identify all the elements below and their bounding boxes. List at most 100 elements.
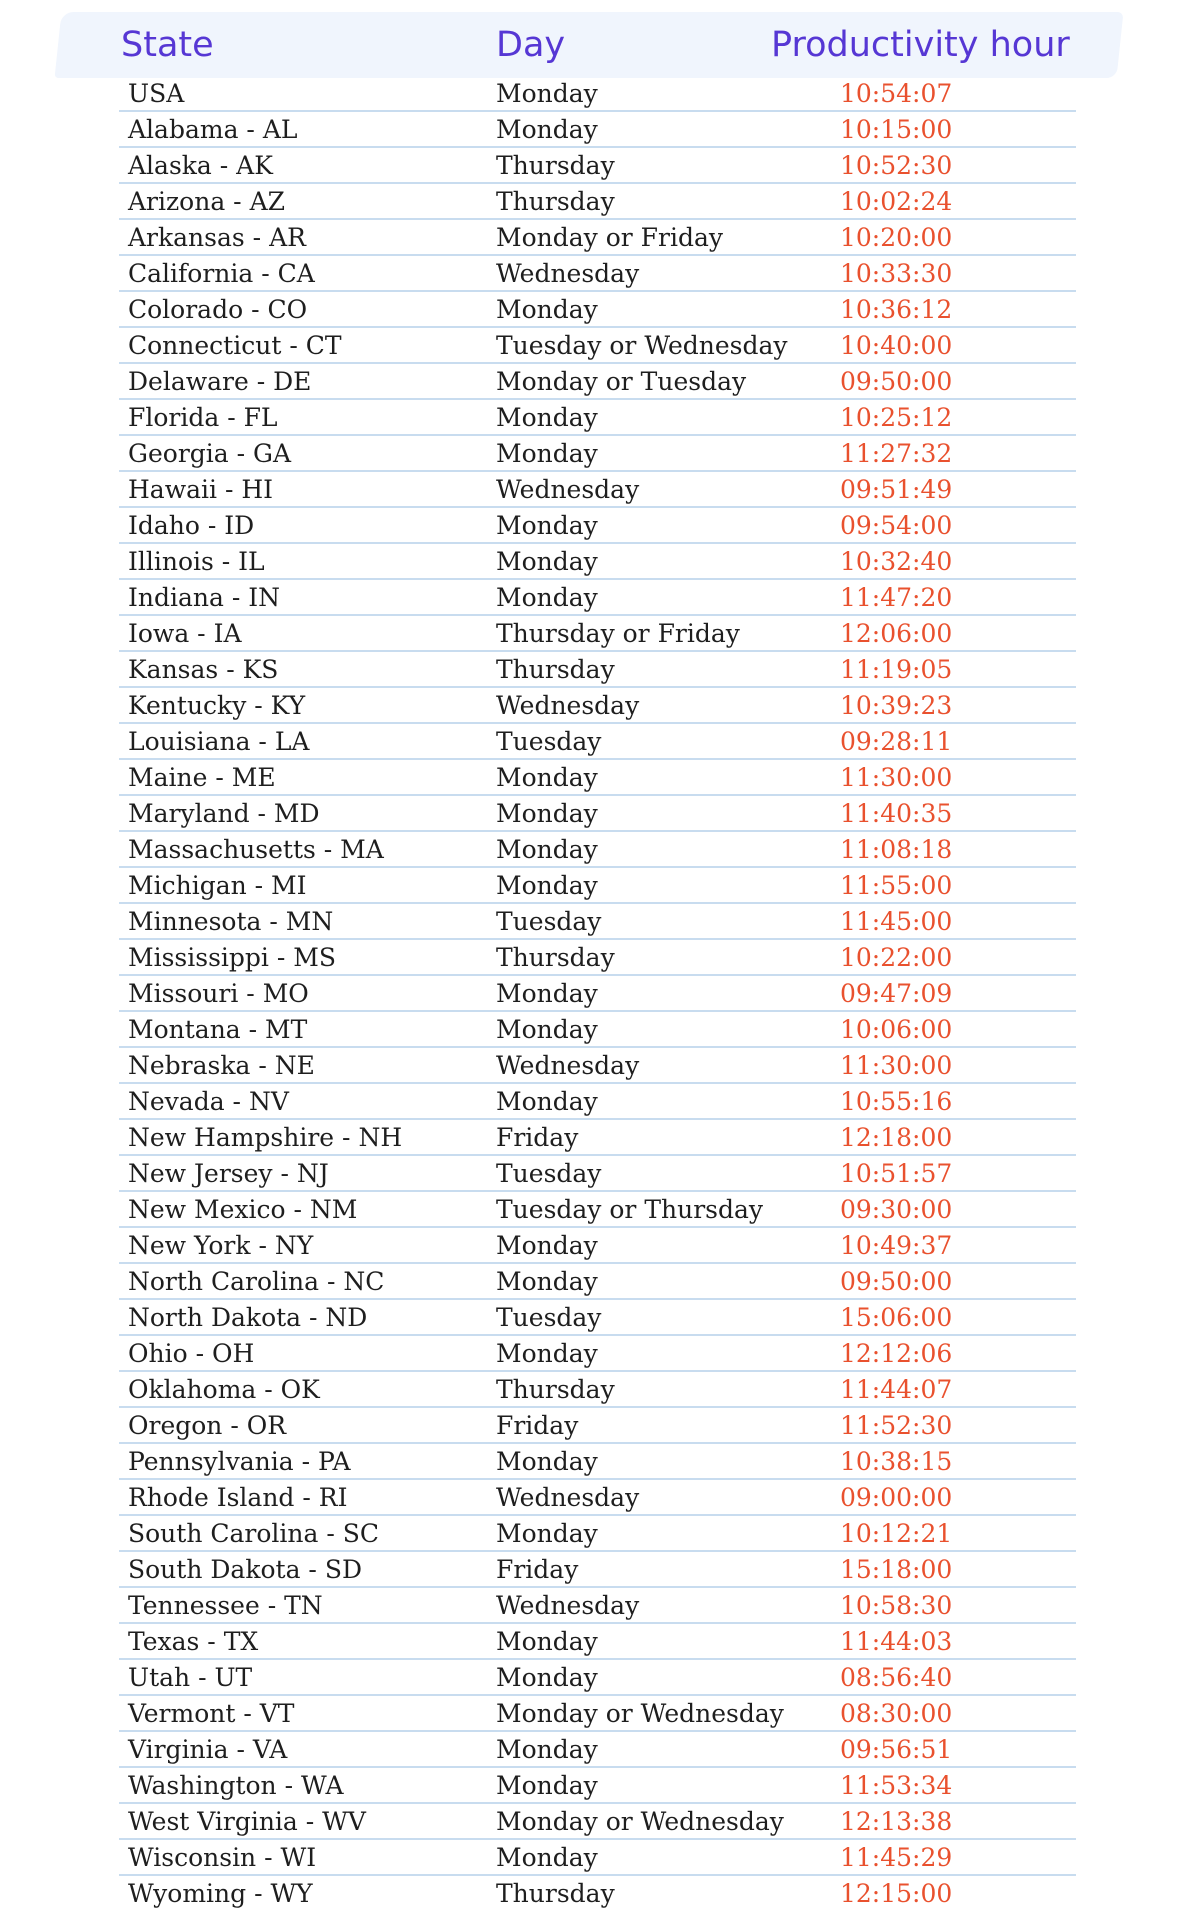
productivity-hour-cell: 10:51:57 (840, 1159, 953, 1188)
productivity-hour-cell: 11:40:35 (840, 799, 953, 828)
productivity-hour-cell: 11:55:00 (840, 871, 953, 900)
table-row: Georgia - GA Monday 11:27:32 (0, 436, 1200, 472)
table-row: Wyoming - WY Thursday 12:15:00 (0, 1876, 1200, 1912)
table-row: North Carolina - NC Monday 09:50:00 (0, 1264, 1200, 1300)
productivity-hour-cell: 10:38:15 (840, 1447, 953, 1476)
table-row: Alaska - AK Thursday 10:52:30 (0, 148, 1200, 184)
day-cell: Monday (496, 835, 598, 864)
day-cell: Thursday (496, 943, 615, 972)
productivity-hour-cell: 10:06:00 (840, 1015, 953, 1044)
state-cell: Delaware - DE (128, 367, 312, 396)
state-cell: Nevada - NV (128, 1087, 289, 1116)
day-cell: Monday (496, 1843, 598, 1872)
state-cell: Vermont - VT (128, 1699, 295, 1728)
state-cell: Missouri - MO (128, 979, 309, 1008)
day-cell: Monday (496, 1015, 598, 1044)
table-row: Wisconsin - WI Monday 11:45:29 (0, 1840, 1200, 1876)
day-cell: Monday (496, 295, 598, 324)
state-cell: South Dakota - SD (128, 1555, 362, 1584)
state-cell: USA (128, 79, 185, 108)
productivity-hour-cell: 11:27:32 (840, 439, 953, 468)
day-cell: Monday (496, 403, 598, 432)
productivity-hour-cell: 12:12:06 (840, 1339, 953, 1368)
productivity-hour-cell: 10:20:00 (840, 223, 953, 252)
day-cell: Monday (496, 79, 598, 108)
day-cell: Thursday (496, 1375, 615, 1404)
column-header-productivity-hour: Productivity hour (771, 25, 1070, 65)
state-cell: Wisconsin - WI (128, 1843, 317, 1872)
productivity-hour-cell: 10:15:00 (840, 115, 953, 144)
table-row: Connecticut - CT Tuesday or Wednesday 10:4… (0, 328, 1200, 364)
productivity-hour-cell: 11:19:05 (840, 655, 953, 684)
day-cell: Monday (496, 1735, 598, 1764)
productivity-hour-cell: 11:30:00 (840, 1051, 953, 1080)
state-cell: Alaska - AK (128, 151, 273, 180)
table-row: Oregon - OR Friday 11:52:30 (0, 1408, 1200, 1444)
state-cell: New Hampshire - NH (128, 1123, 403, 1152)
day-cell: Friday (496, 1555, 579, 1584)
day-cell: Monday (496, 1267, 598, 1296)
productivity-hour-cell: 15:06:00 (840, 1303, 953, 1332)
productivity-hour-cell: 09:50:00 (840, 1267, 953, 1296)
state-cell: California - CA (128, 259, 315, 288)
productivity-hour-cell: 11:30:00 (840, 763, 953, 792)
productivity-hour-cell: 09:50:00 (840, 367, 953, 396)
state-cell: Illinois - IL (128, 547, 265, 576)
state-cell: Kansas - KS (128, 655, 279, 684)
productivity-hour-cell: 10:32:40 (840, 547, 953, 576)
state-cell: New York - NY (128, 1231, 314, 1260)
state-cell: North Dakota - ND (128, 1303, 368, 1332)
state-cell: Utah - UT (128, 1663, 253, 1692)
day-cell: Monday (496, 1231, 598, 1260)
day-cell: Monday (496, 1771, 598, 1800)
table-row: Massachusetts - MA Monday 11:08:18 (0, 832, 1200, 868)
table-row: Kansas - KS Thursday 11:19:05 (0, 652, 1200, 688)
day-cell: Tuesday (496, 1159, 602, 1188)
state-cell: Washington - WA (128, 1771, 344, 1800)
day-cell: Monday or Wednesday (496, 1699, 784, 1728)
productivity-hour-cell: 09:56:51 (840, 1735, 953, 1764)
day-cell: Tuesday or Thursday (496, 1195, 764, 1224)
day-cell: Monday (496, 583, 598, 612)
productivity-hour-cell: 08:56:40 (840, 1663, 953, 1692)
table-row: Louisiana - LA Tuesday 09:28:11 (0, 724, 1200, 760)
productivity-hour-cell: 11:44:07 (840, 1375, 953, 1404)
day-cell: Monday (496, 1339, 598, 1368)
day-cell: Monday (496, 1663, 598, 1692)
productivity-hour-cell: 12:18:00 (840, 1123, 953, 1152)
day-cell: Monday (496, 1447, 598, 1476)
day-cell: Monday (496, 511, 598, 540)
state-cell: Alabama - AL (128, 115, 298, 144)
day-cell: Friday (496, 1411, 579, 1440)
day-cell: Thursday (496, 1879, 615, 1908)
state-cell: New Mexico - NM (128, 1195, 358, 1224)
productivity-hour-cell: 11:44:03 (840, 1627, 953, 1656)
table-row: Mississippi - MS Thursday 10:22:00 (0, 940, 1200, 976)
state-cell: Ohio - OH (128, 1339, 255, 1368)
productivity-hour-cell: 10:55:16 (840, 1087, 953, 1116)
state-cell: Virginia - VA (128, 1735, 288, 1764)
productivity-hour-cell: 10:02:24 (840, 187, 953, 216)
state-cell: Oklahoma - OK (128, 1375, 320, 1404)
column-header-state: State (121, 25, 214, 65)
day-cell: Friday (496, 1123, 579, 1152)
state-cell: Georgia - GA (128, 439, 292, 468)
table-row: Nevada - NV Monday 10:55:16 (0, 1084, 1200, 1120)
day-cell: Monday (496, 763, 598, 792)
table-row: New Jersey - NJ Tuesday 10:51:57 (0, 1156, 1200, 1192)
table-row: Arkansas - AR Monday or Friday 10:20:00 (0, 220, 1200, 256)
day-cell: Monday or Friday (496, 223, 724, 252)
table-row: South Carolina - SC Monday 10:12:21 (0, 1516, 1200, 1552)
table-row: New Hampshire - NH Friday 12:18:00 (0, 1120, 1200, 1156)
state-cell: Minnesota - MN (128, 907, 334, 936)
table-row: Iowa - IA Thursday or Friday 12:06:00 (0, 616, 1200, 652)
table-row: Nebraska - NE Wednesday 11:30:00 (0, 1048, 1200, 1084)
table-row: Arizona - AZ Thursday 10:02:24 (0, 184, 1200, 220)
state-cell: Rhode Island - RI (128, 1483, 348, 1512)
day-cell: Wednesday (496, 259, 640, 288)
state-cell: Kentucky - KY (128, 691, 306, 720)
productivity-hour-cell: 09:28:11 (840, 727, 953, 756)
state-cell: North Carolina - NC (128, 1267, 385, 1296)
table-row: Tennessee - TN Wednesday 10:58:30 (0, 1588, 1200, 1624)
state-cell: Mississippi - MS (128, 943, 336, 972)
